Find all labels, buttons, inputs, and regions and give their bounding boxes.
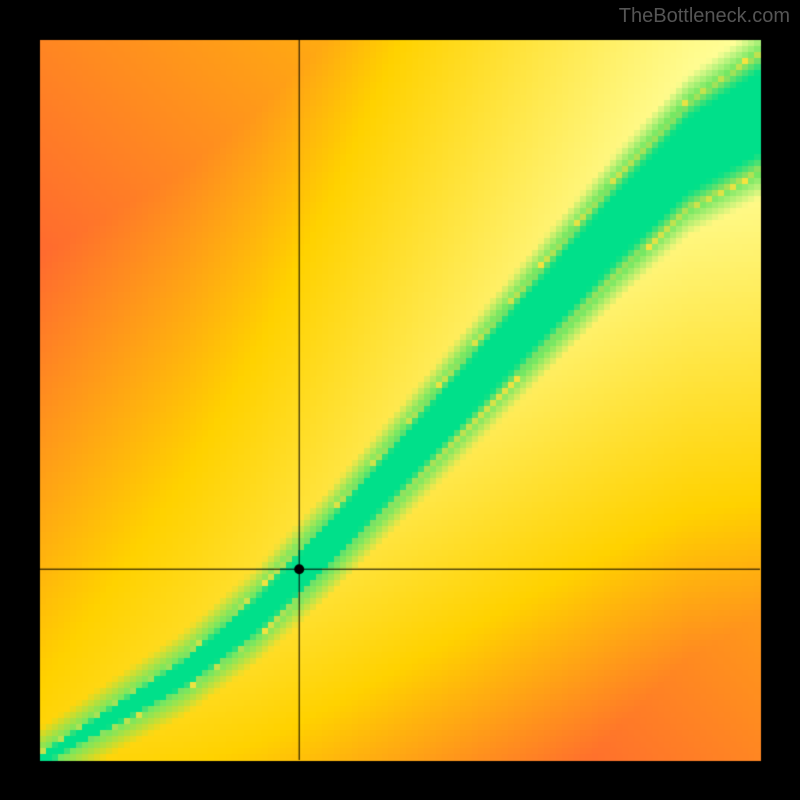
watermark-text: TheBottleneck.com bbox=[619, 5, 790, 28]
heatmap-canvas bbox=[0, 0, 800, 800]
bottleneck-heatmap-figure: TheBottleneck.com bbox=[0, 0, 800, 800]
